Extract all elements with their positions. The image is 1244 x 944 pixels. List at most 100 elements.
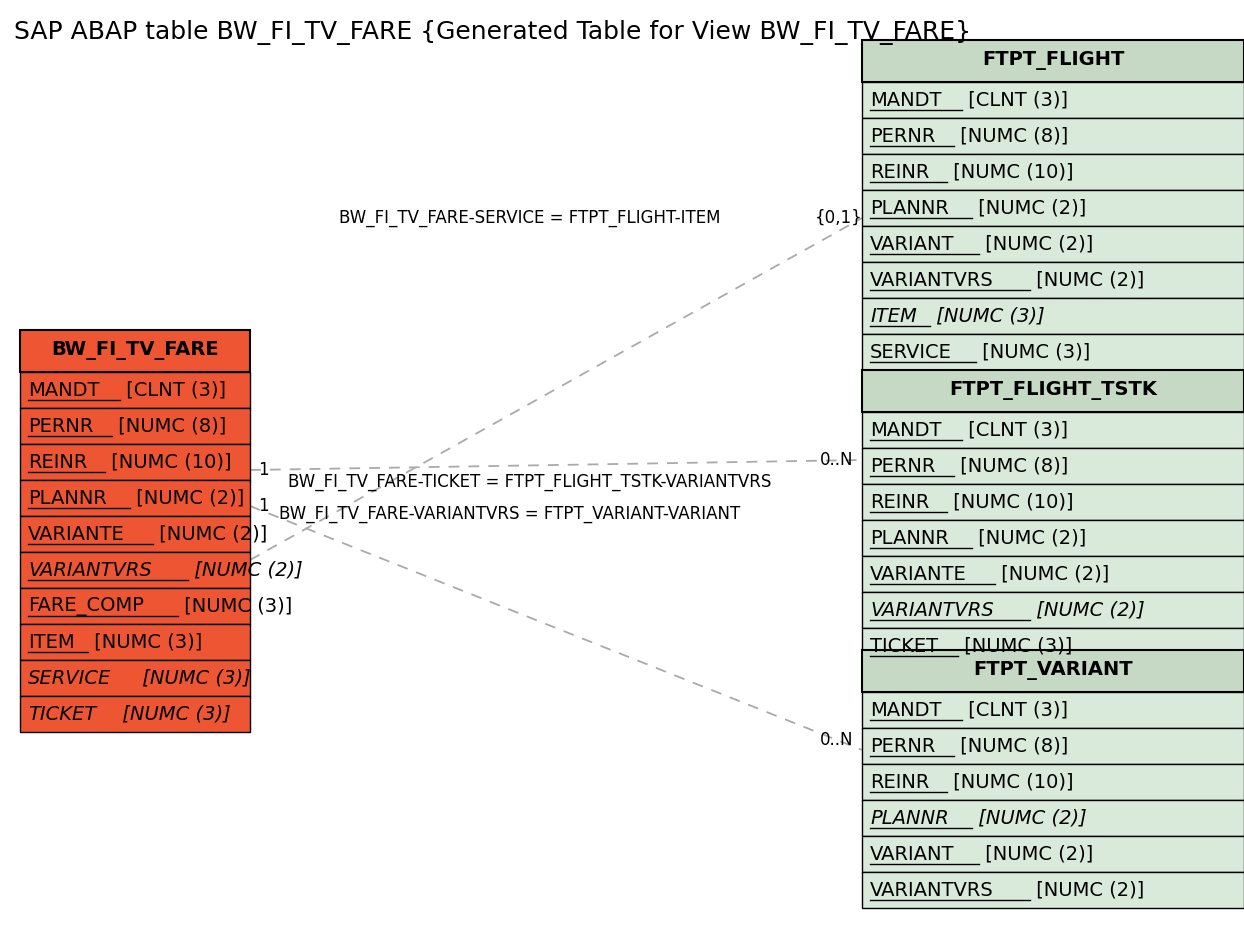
Text: PERNR: PERNR: [870, 736, 935, 755]
Text: [NUMC (2)]: [NUMC (2)]: [972, 808, 1086, 828]
Text: {0,1}: {0,1}: [815, 209, 863, 227]
Bar: [862, 872, 1244, 908]
Bar: [20, 408, 250, 444]
Bar: [862, 836, 1244, 872]
Text: FTPT_FLIGHT_TSTK: FTPT_FLIGHT_TSTK: [949, 381, 1157, 400]
Text: REINR: REINR: [870, 493, 929, 512]
Text: VARIANT: VARIANT: [870, 234, 954, 254]
Text: FTPT_VARIANT: FTPT_VARIANT: [973, 662, 1133, 681]
Bar: [862, 520, 1244, 556]
Bar: [862, 334, 1244, 370]
Text: ITEM: ITEM: [29, 632, 75, 651]
Text: [NUMC (3)]: [NUMC (3)]: [116, 704, 231, 723]
Text: REINR: REINR: [870, 772, 929, 791]
Text: [NUMC (10)]: [NUMC (10)]: [947, 162, 1074, 181]
Text: 1: 1: [258, 461, 269, 479]
Text: [NUMC (2)]: [NUMC (2)]: [979, 234, 1093, 254]
Bar: [862, 40, 1244, 82]
Text: [NUMC (3)]: [NUMC (3)]: [136, 668, 250, 687]
Text: PLANNR: PLANNR: [29, 488, 107, 508]
Bar: [862, 262, 1244, 298]
Text: REINR: REINR: [29, 452, 87, 471]
Text: SERVICE: SERVICE: [870, 343, 952, 362]
Text: MANDT: MANDT: [870, 91, 942, 110]
Text: SERVICE: SERVICE: [29, 668, 112, 687]
Text: VARIANTVRS: VARIANTVRS: [870, 881, 994, 900]
Text: [NUMC (2)]: [NUMC (2)]: [972, 198, 1086, 217]
Bar: [20, 588, 250, 624]
Text: MANDT: MANDT: [870, 420, 942, 440]
Text: REINR: REINR: [870, 162, 929, 181]
Text: MANDT: MANDT: [29, 380, 100, 399]
Bar: [862, 370, 1244, 412]
Text: PERNR: PERNR: [29, 416, 93, 435]
Bar: [862, 82, 1244, 118]
Bar: [862, 484, 1244, 520]
Text: [NUMC (8)]: [NUMC (8)]: [954, 736, 1069, 755]
Text: BW_FI_TV_FARE-VARIANTVRS = FTPT_VARIANT-VARIANT: BW_FI_TV_FARE-VARIANTVRS = FTPT_VARIANT-…: [280, 505, 740, 523]
Text: PLANNR: PLANNR: [870, 198, 949, 217]
Bar: [20, 660, 250, 696]
Text: [NUMC (2)]: [NUMC (2)]: [1030, 271, 1144, 290]
Text: [NUMC (8)]: [NUMC (8)]: [954, 126, 1069, 145]
Bar: [862, 448, 1244, 484]
Bar: [862, 298, 1244, 334]
Bar: [862, 628, 1244, 664]
Bar: [20, 330, 250, 372]
Bar: [862, 692, 1244, 728]
Text: [NUMC (3)]: [NUMC (3)]: [931, 307, 1045, 326]
Bar: [862, 650, 1244, 692]
Text: SAP ABAP table BW_FI_TV_FARE {Generated Table for View BW_FI_TV_FARE}: SAP ABAP table BW_FI_TV_FARE {Generated …: [14, 20, 972, 45]
Text: [NUMC (3)]: [NUMC (3)]: [975, 343, 1090, 362]
Text: PERNR: PERNR: [870, 126, 935, 145]
Text: TICKET: TICKET: [870, 636, 938, 655]
Text: VARIANT: VARIANT: [870, 845, 954, 864]
Text: [CLNT (3)]: [CLNT (3)]: [963, 420, 1069, 440]
Text: FARE_COMP: FARE_COMP: [29, 597, 144, 615]
Text: [NUMC (3)]: [NUMC (3)]: [958, 636, 1072, 655]
Text: 0..N: 0..N: [820, 451, 853, 469]
Text: PLANNR: PLANNR: [870, 529, 949, 548]
Bar: [862, 226, 1244, 262]
Text: [NUMC (2)]: [NUMC (2)]: [979, 845, 1093, 864]
Text: [CLNT (3)]: [CLNT (3)]: [963, 91, 1069, 110]
Text: [NUMC (10)]: [NUMC (10)]: [947, 772, 1074, 791]
Text: [NUMC (2)]: [NUMC (2)]: [129, 488, 244, 508]
Text: BW_FI_TV_FARE-TICKET = FTPT_FLIGHT_TSTK-VARIANTVRS: BW_FI_TV_FARE-TICKET = FTPT_FLIGHT_TSTK-…: [289, 473, 771, 491]
Bar: [20, 516, 250, 552]
Bar: [862, 190, 1244, 226]
Text: [NUMC (2)]: [NUMC (2)]: [1030, 600, 1144, 619]
Text: VARIANTVRS: VARIANTVRS: [29, 561, 152, 580]
Bar: [20, 552, 250, 588]
Text: [NUMC (10)]: [NUMC (10)]: [947, 493, 1074, 512]
Text: ITEM: ITEM: [870, 307, 917, 326]
Text: [NUMC (2)]: [NUMC (2)]: [972, 529, 1086, 548]
Text: VARIANTVRS: VARIANTVRS: [870, 271, 994, 290]
Text: [NUMC (10)]: [NUMC (10)]: [104, 452, 231, 471]
Text: BW_FI_TV_FARE: BW_FI_TV_FARE: [51, 342, 219, 361]
Bar: [862, 728, 1244, 764]
Bar: [862, 592, 1244, 628]
Text: [NUMC (2)]: [NUMC (2)]: [188, 561, 302, 580]
Text: VARIANTE: VARIANTE: [29, 525, 124, 544]
Bar: [20, 696, 250, 732]
Text: [NUMC (8)]: [NUMC (8)]: [112, 416, 226, 435]
Bar: [862, 154, 1244, 190]
Text: [CLNT (3)]: [CLNT (3)]: [121, 380, 226, 399]
Text: [NUMC (2)]: [NUMC (2)]: [995, 565, 1110, 583]
Text: 1: 1: [258, 497, 269, 515]
Bar: [862, 556, 1244, 592]
Text: [NUMC (3)]: [NUMC (3)]: [178, 597, 292, 615]
Bar: [20, 480, 250, 516]
Bar: [862, 412, 1244, 448]
Text: [NUMC (3)]: [NUMC (3)]: [88, 632, 203, 651]
Bar: [862, 800, 1244, 836]
Bar: [20, 444, 250, 480]
Text: [NUMC (2)]: [NUMC (2)]: [1030, 881, 1144, 900]
Text: FTPT_FLIGHT: FTPT_FLIGHT: [982, 52, 1125, 71]
Bar: [20, 624, 250, 660]
Bar: [862, 118, 1244, 154]
Text: VARIANTVRS: VARIANTVRS: [870, 600, 994, 619]
Text: PERNR: PERNR: [870, 457, 935, 476]
Text: TICKET: TICKET: [29, 704, 96, 723]
